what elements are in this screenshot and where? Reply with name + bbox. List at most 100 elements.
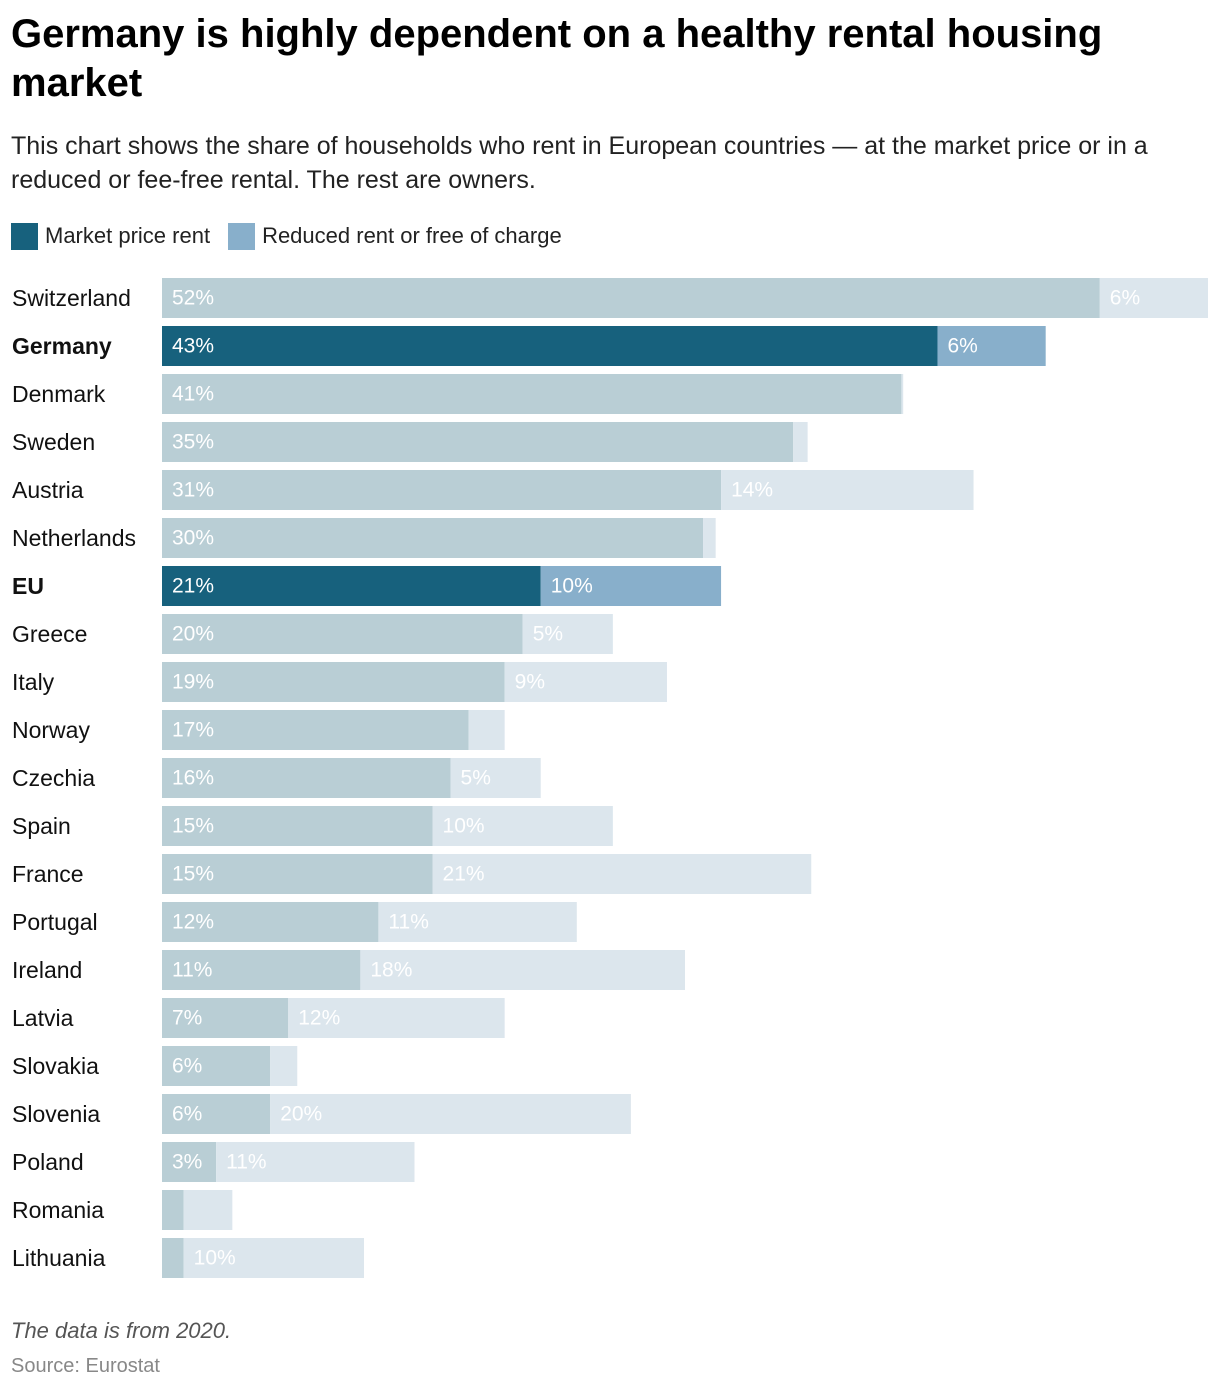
bar-reduced-denmark	[901, 374, 904, 414]
legend-swatch-market	[11, 222, 38, 250]
data-label-reduced-germany: 6%	[947, 335, 977, 358]
data-label-market-italy: 19%	[172, 671, 214, 694]
bar-market-portugal	[162, 902, 379, 942]
data-label-market-sweden: 35%	[172, 431, 214, 454]
data-label-market-switzerland: 52%	[172, 287, 214, 310]
bar-market-romania	[162, 1190, 184, 1230]
data-label-market-slovakia: 6%	[172, 1055, 202, 1078]
bar-reduced-portugal	[378, 902, 577, 942]
legend-label-market: Market price rent	[45, 223, 211, 248]
data-label-reduced-austria: 14%	[731, 479, 773, 502]
bar-reduced-latvia	[288, 998, 505, 1038]
bar-market-sweden	[162, 422, 794, 462]
data-label-market-spain: 15%	[172, 815, 214, 838]
bar-market-poland	[162, 1142, 217, 1182]
bar-reduced-france	[432, 854, 812, 894]
data-label-market-poland: 3%	[172, 1151, 202, 1174]
category-label-greece: Greece	[12, 621, 87, 647]
data-label-market-ireland: 11%	[172, 959, 212, 982]
bar-reduced-sweden	[793, 422, 808, 462]
data-label-market-portugal: 12%	[172, 911, 214, 934]
category-label-netherlands: Netherlands	[12, 525, 136, 551]
bar-reduced-norway	[468, 710, 505, 750]
bar-reduced-austria	[721, 470, 974, 510]
bar-reduced-eu	[540, 566, 722, 606]
bar-market-slovakia	[162, 1046, 271, 1086]
bar-market-austria	[162, 470, 722, 510]
legend: Market price rent Reduced rent or free o…	[11, 221, 580, 251]
data-label-reduced-france: 21%	[443, 863, 485, 886]
category-label-spain: Spain	[12, 813, 71, 839]
bar-market-czechia	[162, 758, 451, 798]
data-label-reduced-lithuania: 10%	[194, 1247, 236, 1270]
bar-reduced-romania	[183, 1190, 233, 1230]
data-label-reduced-czechia: 5%	[461, 767, 491, 790]
data-label-reduced-portugal: 11%	[388, 911, 428, 934]
data-label-reduced-poland: 11%	[226, 1151, 266, 1174]
bar-reduced-poland	[216, 1142, 415, 1182]
category-label-germany: Germany	[12, 333, 112, 359]
source-note: Source: Eurostat	[11, 1355, 160, 1377]
bar-market-greece	[162, 614, 523, 654]
data-label-reduced-greece: 5%	[533, 623, 563, 646]
data-label-market-czechia: 16%	[172, 767, 214, 790]
category-label-switzerland: Switzerland	[12, 285, 131, 311]
category-label-lithuania: Lithuania	[12, 1245, 106, 1271]
category-label-romania: Romania	[12, 1197, 104, 1223]
data-label-reduced-latvia: 12%	[298, 1007, 340, 1030]
legend-item-market: Market price rent	[11, 222, 211, 250]
bar-reduced-ireland	[360, 950, 685, 990]
bar-reduced-spain	[432, 806, 613, 846]
footnote: The data is from 2020.	[11, 1318, 232, 1343]
bar-reduced-lithuania	[183, 1238, 364, 1278]
bar-reduced-greece	[522, 614, 613, 654]
category-label-ireland: Ireland	[12, 957, 82, 983]
bar-market-italy	[162, 662, 505, 702]
bar-market-latvia	[162, 998, 289, 1038]
category-label-czechia: Czechia	[12, 765, 95, 791]
bar-reduced-slovakia	[270, 1046, 298, 1086]
bar-market-ireland	[162, 950, 361, 990]
data-label-reduced-eu: 10%	[551, 575, 593, 598]
category-label-france: France	[12, 861, 84, 887]
bar-reduced-slovenia	[270, 1094, 631, 1134]
legend-item-reduced: Reduced rent or free of charge	[228, 222, 562, 250]
data-label-market-netherlands: 30%	[172, 527, 214, 550]
category-label-italy: Italy	[12, 669, 55, 695]
data-label-market-austria: 31%	[172, 479, 214, 502]
bar-market-norway	[162, 710, 469, 750]
category-label-denmark: Denmark	[12, 381, 106, 407]
category-label-norway: Norway	[12, 717, 90, 743]
category-label-sweden: Sweden	[12, 429, 95, 455]
bar-market-slovenia	[162, 1094, 271, 1134]
bar-reduced-italy	[504, 662, 667, 702]
category-label-eu: EU	[12, 573, 44, 599]
chart-title: Germany is highly dependent on a healthy…	[11, 12, 1103, 105]
data-label-market-denmark: 41%	[172, 383, 214, 406]
category-label-slovakia: Slovakia	[12, 1053, 99, 1079]
bar-reduced-netherlands	[703, 518, 716, 558]
category-label-austria: Austria	[12, 477, 84, 503]
bar-market-switzerland	[162, 278, 1100, 318]
bar-market-eu	[162, 566, 541, 606]
bar-market-spain	[162, 806, 433, 846]
bar-market-germany	[162, 326, 938, 366]
bar-market-lithuania	[162, 1238, 184, 1278]
bar-chart: Switzerland 52% 6% Germany 43% 6% Denmark 41% Sw…	[12, 278, 1208, 1278]
data-label-market-norway: 17%	[172, 719, 214, 742]
data-label-market-slovenia: 6%	[172, 1103, 202, 1126]
legend-swatch-reduced	[228, 222, 256, 250]
data-label-market-eu: 21%	[172, 575, 214, 598]
data-label-market-germany: 43%	[172, 335, 214, 358]
bar-reduced-germany	[937, 326, 1046, 366]
chart-subtitle: This chart shows the share of households…	[11, 132, 1148, 194]
data-label-reduced-spain: 10%	[443, 815, 485, 838]
data-label-reduced-ireland: 18%	[370, 959, 412, 982]
data-label-market-latvia: 7%	[172, 1007, 202, 1030]
category-label-poland: Poland	[12, 1149, 84, 1175]
data-label-reduced-italy: 9%	[515, 671, 545, 694]
bar-reduced-czechia	[450, 758, 541, 798]
data-label-reduced-switzerland: 6%	[1110, 287, 1140, 310]
bar-market-denmark	[162, 374, 902, 414]
data-label-market-greece: 20%	[172, 623, 214, 646]
